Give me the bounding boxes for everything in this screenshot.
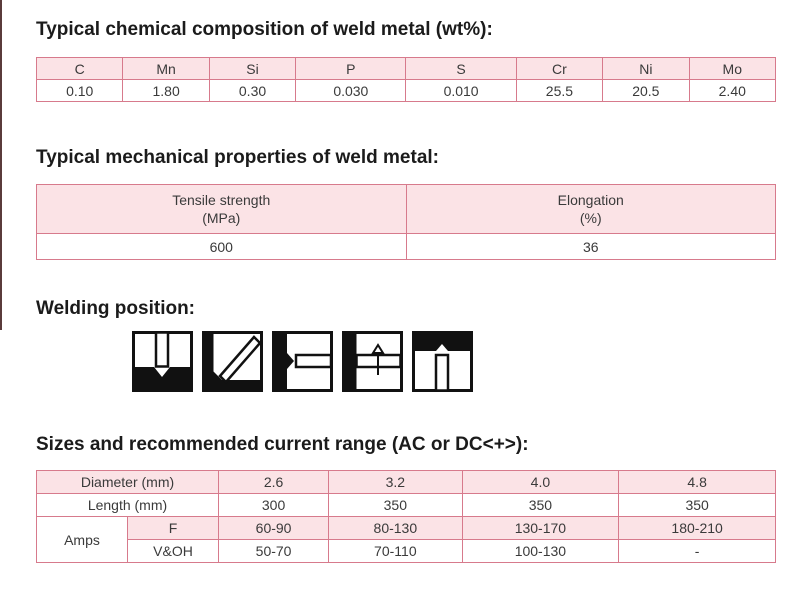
elongation-value: 36 [405,233,776,260]
element-cell: Si [208,57,297,80]
length-label: Length (mm) [36,493,219,517]
length-cell: 350 [461,493,620,517]
diameter-cell: 2.6 [217,470,330,494]
element-cell: Mo [688,57,777,80]
element-cell: Cr [515,57,604,80]
flat-position-icon [132,331,193,392]
tensile-strength-unit: (MPa) [202,210,241,226]
length-cell: 300 [217,493,330,517]
amps-f-row: Amps F 60-90 80-130 130-170 180-210 [36,516,776,563]
amps-voh-row: V&OH 50-70 70-110 100-130 - [37,539,776,563]
elongation-unit: (%) [579,210,602,226]
value-cell: 0.10 [35,79,124,102]
voh-amps-cell: - [618,539,776,563]
mechanical-properties-table: Tensile strength (MPa) Elongation (%) 60… [36,184,776,260]
element-cell: Ni [602,57,690,80]
f-amps-cell: 60-90 [217,516,330,540]
diameter-cell: 4.8 [618,470,776,494]
left-edge-line [0,0,2,330]
voh-amps-cell: 50-70 [217,539,330,563]
vertical-up-position-icon [342,331,403,392]
chemical-composition-heading: Typical chemical composition of weld met… [36,19,493,40]
element-cell: Mn [122,57,210,80]
sizes-current-table: Diameter (mm) 2.6 3.2 4.0 4.8 Length (mm… [36,470,776,563]
chemical-composition-table: C Mn Si P S Cr Ni Mo 0.10 1.80 0.30 0.03… [35,57,777,102]
element-cell: S [405,57,517,80]
length-cell: 350 [618,493,776,517]
f-amps-cell: 130-170 [461,516,620,540]
property-header-row: Tensile strength (MPa) Elongation (%) [36,184,776,234]
diameter-row: Diameter (mm) 2.6 3.2 4.0 4.8 [36,470,776,494]
tensile-strength-value: 600 [36,233,407,260]
voh-label: V&OH [127,539,219,563]
value-cell: 1.80 [122,79,210,102]
sizes-heading: Sizes and recommended current range (AC … [36,434,529,455]
horizontal-fillet-position-icon [202,331,263,392]
elongation-header: Elongation (%) [405,184,776,234]
f-label: F [127,516,219,540]
value-cell: 20.5 [602,79,690,102]
value-cell: 0.010 [405,79,517,102]
value-cell: 0.030 [295,79,407,102]
element-cell: C [35,57,124,80]
voh-amps-cell: 70-110 [328,539,463,563]
voh-amps-cell: 100-130 [461,539,620,563]
welding-position-heading: Welding position: [36,298,196,319]
value-cell: 25.5 [515,79,604,102]
tensile-strength-header: Tensile strength (MPa) [36,184,407,234]
welding-position-icons [132,331,473,392]
diameter-label: Diameter (mm) [36,470,219,494]
value-cell: 2.40 [688,79,777,102]
horizontal-position-icon [272,331,333,392]
length-cell: 350 [328,493,463,517]
length-row: Length (mm) 300 350 350 350 [36,493,776,517]
property-value-row: 600 36 [36,233,776,260]
value-cell: 0.30 [208,79,297,102]
diameter-cell: 3.2 [328,470,463,494]
composition-value-row: 0.10 1.80 0.30 0.030 0.010 25.5 20.5 2.4… [35,79,777,102]
overhead-position-icon [412,331,473,392]
f-amps-cell: 80-130 [328,516,463,540]
amps-label: Amps [36,516,128,563]
element-header-row: C Mn Si P S Cr Ni Mo [35,57,777,80]
tensile-strength-label: Tensile strength [172,192,271,208]
mechanical-properties-heading: Typical mechanical properties of weld me… [36,147,439,168]
f-amps-cell: 180-210 [618,516,776,540]
element-cell: P [295,57,407,80]
elongation-label: Elongation [557,192,624,208]
diameter-cell: 4.0 [461,470,620,494]
